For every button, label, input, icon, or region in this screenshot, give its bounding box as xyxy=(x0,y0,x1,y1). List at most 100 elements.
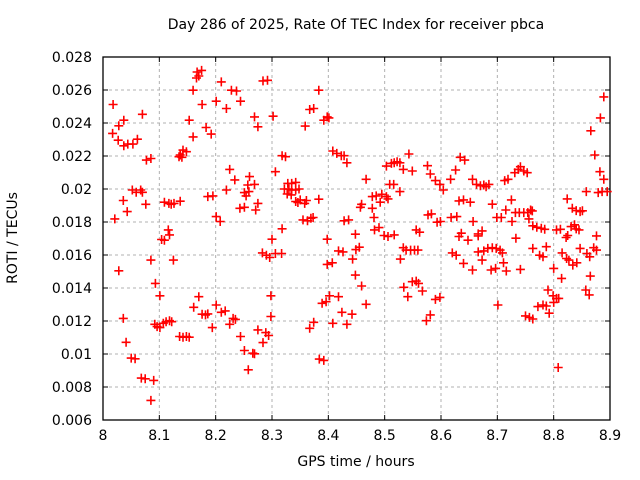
data-point-marker xyxy=(528,314,538,324)
data-point-marker xyxy=(381,161,391,171)
data-point-marker xyxy=(319,355,329,365)
data-point-marker xyxy=(521,311,530,321)
data-point-marker xyxy=(322,112,332,122)
data-point-marker xyxy=(538,252,548,262)
data-point-marker xyxy=(308,213,318,222)
data-point-marker xyxy=(118,313,128,323)
data-point-marker xyxy=(533,302,543,312)
data-point-marker xyxy=(338,247,348,257)
data-point-marker xyxy=(216,307,226,317)
data-point-marker xyxy=(281,152,290,162)
data-point-marker xyxy=(414,278,423,288)
data-point-marker xyxy=(324,113,334,123)
data-point-marker xyxy=(128,139,138,149)
data-point-marker xyxy=(334,292,343,302)
data-point-marker xyxy=(188,132,198,142)
data-point-marker xyxy=(563,231,573,240)
data-point-marker xyxy=(277,249,287,258)
data-point-marker xyxy=(599,174,609,184)
data-point-marker xyxy=(146,395,156,405)
y-tick-label: 0.006 xyxy=(52,413,92,429)
data-point-marker xyxy=(257,248,267,258)
data-point-marker xyxy=(423,161,432,171)
data-point-marker xyxy=(438,185,448,195)
data-point-marker xyxy=(425,169,435,179)
data-point-marker xyxy=(522,168,532,178)
y-tick-label: 0.008 xyxy=(52,380,92,396)
data-point-marker xyxy=(473,231,483,241)
x-tick-label: 8.5 xyxy=(374,428,396,444)
y-tick-labels: 0.006 0.008 0.01 0.012 0.014 0.016 0.018 0.02 0.… xyxy=(52,50,92,429)
data-point-marker xyxy=(515,264,525,274)
gridlines xyxy=(103,57,610,420)
data-point-marker xyxy=(265,253,275,262)
data-point-marker xyxy=(211,212,221,222)
data-point-marker xyxy=(555,224,565,234)
data-point-marker xyxy=(446,174,456,184)
data-point-marker xyxy=(221,185,231,195)
data-point-marker xyxy=(169,198,179,208)
data-point-marker xyxy=(477,255,487,265)
data-point-marker xyxy=(561,233,571,242)
data-point-marker xyxy=(549,263,559,273)
data-point-marker xyxy=(137,109,147,119)
data-point-marker xyxy=(586,126,596,136)
data-point-marker xyxy=(216,77,226,87)
y-tick-label: 0.018 xyxy=(52,215,92,231)
data-point-marker xyxy=(348,254,358,264)
data-point-marker xyxy=(253,198,263,208)
data-point-marker xyxy=(452,212,462,222)
data-point-marker xyxy=(404,149,414,159)
data-point-marker xyxy=(197,100,207,109)
data-point-marker xyxy=(499,258,508,268)
x-tick-label: 8.4 xyxy=(317,428,339,444)
data-point-marker xyxy=(225,319,235,329)
data-point-marker xyxy=(150,278,160,288)
data-point-marker xyxy=(460,155,470,165)
data-point-marker xyxy=(540,224,550,234)
data-point-marker xyxy=(374,223,384,233)
data-point-marker xyxy=(602,187,612,197)
data-point-marker xyxy=(562,194,572,204)
data-point-marker xyxy=(527,206,537,216)
data-point-marker xyxy=(328,318,338,328)
data-point-marker xyxy=(141,155,151,165)
data-point-marker xyxy=(211,96,221,106)
data-point-marker xyxy=(354,242,364,252)
data-point-marker xyxy=(357,281,367,291)
data-point-marker xyxy=(266,291,276,301)
data-point-marker xyxy=(141,199,151,209)
data-point-marker xyxy=(225,164,235,174)
data-point-marker xyxy=(389,179,399,189)
data-point-marker xyxy=(553,363,563,372)
data-point-marker xyxy=(367,203,377,213)
data-point-marker xyxy=(215,217,225,226)
data-point-marker xyxy=(468,217,478,226)
data-point-marker xyxy=(118,196,128,205)
data-point-marker xyxy=(524,214,534,224)
data-point-marker xyxy=(507,217,517,226)
data-point-marker xyxy=(454,196,464,206)
x-tick-label: 8.8 xyxy=(543,428,565,444)
data-point-marker xyxy=(314,354,324,364)
y-tick-label: 0.01 xyxy=(61,347,92,363)
data-point-marker xyxy=(543,285,553,295)
scatter-series xyxy=(108,65,612,405)
data-point-marker xyxy=(590,150,600,160)
data-point-marker xyxy=(468,265,477,275)
data-point-marker xyxy=(114,266,124,276)
data-point-marker xyxy=(175,196,185,206)
data-point-marker xyxy=(528,243,538,253)
data-point-marker xyxy=(570,220,579,230)
data-point-marker xyxy=(454,232,464,241)
data-point-marker xyxy=(511,233,521,243)
data-point-marker xyxy=(277,224,287,234)
data-point-marker xyxy=(132,134,142,144)
data-point-marker xyxy=(425,310,435,320)
data-point-marker xyxy=(253,122,263,132)
data-point-marker xyxy=(309,317,319,327)
x-tick-label: 8.7 xyxy=(486,428,508,444)
data-point-marker xyxy=(203,309,213,319)
data-point-marker xyxy=(506,195,516,205)
